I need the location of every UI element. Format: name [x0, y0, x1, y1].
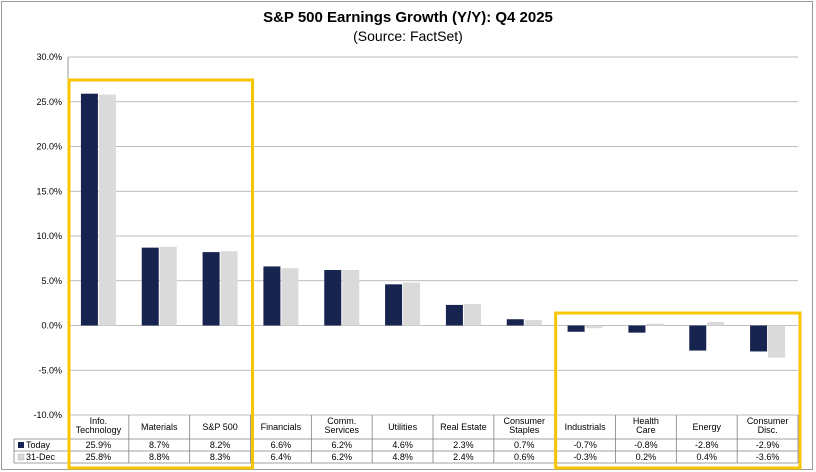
chart-title: S&P 500 Earnings Growth (Y/Y): Q4 2025	[263, 9, 553, 26]
legend-label: 31-Dec	[26, 452, 56, 462]
category-label: Financials	[261, 422, 302, 432]
category-label: Consumer	[747, 416, 789, 426]
bar-31-dec	[342, 270, 360, 326]
bar-31-dec	[281, 268, 299, 326]
data-label: 25.8%	[86, 452, 112, 462]
category-label: Staples	[509, 425, 540, 435]
data-label: 6.2%	[331, 440, 352, 450]
category-label: Industrials	[565, 422, 607, 432]
y-tick-label: 10.0%	[36, 231, 62, 241]
data-label: -0.3%	[573, 452, 597, 462]
y-tick-label: -5.0%	[38, 365, 62, 375]
legend-label: Today	[26, 440, 51, 450]
data-label: -0.7%	[573, 440, 597, 450]
y-tick-label: 20.0%	[36, 142, 62, 152]
data-label: 0.2%	[636, 452, 657, 462]
bar-today	[263, 266, 281, 326]
y-tick-label: -10.0%	[33, 410, 62, 420]
data-label: 0.4%	[696, 452, 717, 462]
bar-31-dec	[220, 251, 238, 326]
chart-subtitle: (Source: FactSet)	[353, 28, 463, 44]
data-label: 4.8%	[392, 452, 413, 462]
data-label: 8.7%	[149, 440, 170, 450]
data-label: 8.3%	[210, 452, 231, 462]
bar-31-dec	[98, 94, 116, 326]
bar-today	[385, 284, 403, 326]
data-label: -0.8%	[634, 440, 658, 450]
category-label: Consumer	[503, 416, 545, 426]
category-label: Utilities	[388, 422, 418, 432]
y-tick-label: 30.0%	[36, 52, 62, 62]
y-tick-label: 0.0%	[41, 321, 62, 331]
bar-31-dec	[463, 304, 481, 326]
y-tick-label: 15.0%	[36, 186, 62, 196]
bar-today	[628, 325, 646, 333]
bar-today	[324, 270, 342, 326]
category-label: Materials	[141, 422, 178, 432]
data-label: 6.4%	[271, 452, 292, 462]
legend-swatch	[17, 453, 25, 461]
data-label: 6.2%	[331, 452, 352, 462]
bar-31-dec	[524, 320, 542, 326]
category-label: Technology	[76, 425, 122, 435]
bar-today	[567, 325, 585, 332]
category-label: Info.	[90, 416, 108, 426]
category-label: Health	[633, 416, 659, 426]
bar-today	[506, 319, 524, 326]
data-label: -2.8%	[695, 440, 719, 450]
data-label: 4.6%	[392, 440, 413, 450]
data-label: 8.8%	[149, 452, 170, 462]
highlight-box	[67, 78, 254, 470]
bar-31-dec	[403, 282, 421, 326]
data-label: 0.6%	[514, 452, 535, 462]
legend-swatch	[18, 442, 24, 448]
category-label: Services	[324, 425, 359, 435]
data-label: 6.6%	[271, 440, 292, 450]
bar-31-dec	[768, 325, 786, 358]
highlight-box	[554, 311, 802, 470]
y-tick-label: 5.0%	[41, 276, 62, 286]
data-label: 0.7%	[514, 440, 535, 450]
category-label: S&P 500	[202, 422, 237, 432]
data-label: 25.9%	[86, 440, 112, 450]
bar-31-dec	[707, 321, 725, 326]
data-label: -3.6%	[756, 452, 780, 462]
bar-today	[202, 252, 220, 326]
category-label: Disc.	[758, 425, 778, 435]
category-label: Care	[636, 425, 656, 435]
bar-today	[689, 325, 707, 351]
bar-31-dec	[646, 323, 664, 326]
data-label: 2.3%	[453, 440, 474, 450]
bar-31-dec	[159, 246, 177, 326]
bar-today	[445, 304, 463, 326]
category-label: Comm.	[327, 416, 356, 426]
category-label: Energy	[692, 422, 721, 432]
category-label: Real Estate	[440, 422, 487, 432]
data-label: 2.4%	[453, 452, 474, 462]
data-label: -2.9%	[756, 440, 780, 450]
y-tick-label: 25.0%	[36, 97, 62, 107]
bar-today	[750, 325, 768, 352]
data-label: 8.2%	[210, 440, 231, 450]
bar-31-dec	[585, 325, 603, 329]
bar-today	[80, 93, 98, 326]
bar-today	[141, 247, 159, 326]
